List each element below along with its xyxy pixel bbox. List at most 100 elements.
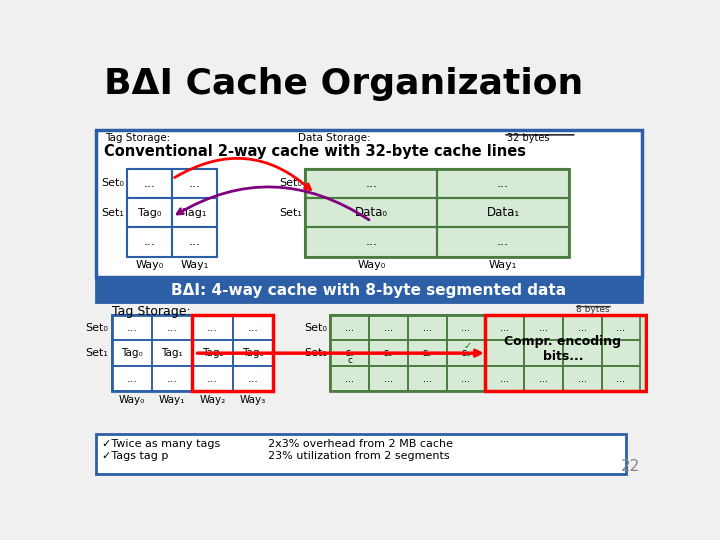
Text: ...: ... bbox=[127, 374, 138, 383]
Text: ...: ... bbox=[462, 323, 470, 333]
Bar bbox=[524, 366, 563, 391]
Text: ...: ... bbox=[500, 374, 509, 383]
Bar bbox=[192, 315, 233, 340]
Bar bbox=[233, 340, 273, 366]
Text: ...: ... bbox=[247, 374, 258, 383]
Text: Way₃: Way₃ bbox=[240, 395, 266, 405]
Text: Way₁: Way₁ bbox=[181, 260, 209, 271]
Text: Set₁: Set₁ bbox=[86, 348, 109, 358]
Text: ...: ... bbox=[144, 177, 156, 190]
Bar bbox=[112, 315, 152, 340]
Text: ✓Tags tag p: ✓Tags tag p bbox=[102, 451, 168, 461]
Text: Set₀: Set₀ bbox=[86, 323, 109, 333]
Bar bbox=[446, 366, 485, 391]
Text: Set₀: Set₀ bbox=[102, 178, 124, 188]
Text: Conventional 2-way cache with 32-byte cache lines: Conventional 2-way cache with 32-byte ca… bbox=[104, 144, 526, 159]
Bar bbox=[172, 227, 217, 256]
Bar bbox=[96, 434, 626, 475]
Text: s₁: s₁ bbox=[384, 348, 393, 358]
Bar bbox=[330, 340, 369, 366]
Bar bbox=[330, 315, 369, 340]
Text: Data₀: Data₀ bbox=[355, 206, 388, 219]
Bar bbox=[127, 198, 172, 227]
Text: ...: ... bbox=[497, 235, 509, 248]
Bar bbox=[408, 315, 446, 340]
Bar bbox=[446, 315, 485, 340]
Bar bbox=[112, 366, 152, 391]
Text: Set₁: Set₁ bbox=[102, 208, 124, 218]
Bar bbox=[305, 198, 437, 227]
Bar bbox=[563, 366, 601, 391]
Text: ...: ... bbox=[384, 374, 393, 383]
Bar bbox=[152, 366, 192, 391]
Text: ...: ... bbox=[365, 177, 377, 190]
Bar bbox=[127, 227, 172, 256]
Bar bbox=[437, 227, 569, 256]
Text: s₂: s₂ bbox=[423, 348, 431, 358]
Text: ...: ... bbox=[497, 177, 509, 190]
Text: Data₁: Data₁ bbox=[487, 206, 520, 219]
Text: ...: ... bbox=[247, 323, 258, 333]
Text: Tag₂: Tag₂ bbox=[202, 348, 223, 358]
Bar bbox=[233, 366, 273, 391]
Bar bbox=[446, 340, 485, 366]
Bar bbox=[485, 315, 647, 392]
Text: Tag₀: Tag₀ bbox=[138, 208, 161, 218]
Bar bbox=[152, 315, 192, 340]
Text: ✓Twice as many tags: ✓Twice as many tags bbox=[102, 439, 220, 449]
Text: Set₀: Set₀ bbox=[305, 323, 327, 333]
Bar bbox=[330, 315, 647, 392]
Bar bbox=[192, 340, 233, 366]
Bar bbox=[192, 315, 273, 392]
Text: Set₁: Set₁ bbox=[305, 348, 327, 358]
Text: ...: ... bbox=[423, 323, 431, 333]
Text: 2x3% overhead from 2 MB cache: 2x3% overhead from 2 MB cache bbox=[269, 439, 454, 449]
Bar bbox=[152, 340, 192, 366]
Text: ...: ... bbox=[189, 177, 201, 190]
Text: ...: ... bbox=[577, 374, 587, 383]
Text: ...: ... bbox=[167, 374, 178, 383]
Bar bbox=[305, 227, 437, 256]
Text: Set₁: Set₁ bbox=[279, 208, 302, 218]
Bar bbox=[601, 340, 640, 366]
Text: ...: ... bbox=[616, 323, 626, 333]
Bar bbox=[305, 168, 569, 256]
Text: Set₀: Set₀ bbox=[279, 178, 302, 188]
Bar bbox=[127, 168, 172, 198]
Text: Tag₀: Tag₀ bbox=[121, 348, 143, 358]
Text: ...: ... bbox=[207, 374, 218, 383]
Text: ...: ... bbox=[144, 235, 156, 248]
Text: s₀: s₀ bbox=[345, 348, 354, 358]
Text: s₃: s₃ bbox=[462, 348, 470, 358]
Text: ...: ... bbox=[189, 235, 201, 248]
Text: Tag₃: Tag₃ bbox=[242, 348, 264, 358]
Text: ✓: ✓ bbox=[464, 341, 472, 350]
Bar bbox=[330, 366, 369, 391]
Text: Way₁: Way₁ bbox=[159, 395, 185, 405]
Text: Data Storage:: Data Storage: bbox=[297, 133, 370, 143]
Bar bbox=[112, 340, 152, 366]
Text: Compr. encoding
bits...: Compr. encoding bits... bbox=[504, 335, 621, 363]
Text: 23% utilization from 2 segments: 23% utilization from 2 segments bbox=[269, 451, 450, 461]
Text: ...: ... bbox=[207, 323, 218, 333]
Bar bbox=[369, 366, 408, 391]
Text: ...: ... bbox=[365, 235, 377, 248]
Text: ...: ... bbox=[345, 374, 354, 383]
Text: ...: ... bbox=[423, 374, 431, 383]
Bar bbox=[563, 340, 601, 366]
Bar bbox=[369, 315, 408, 340]
Bar bbox=[233, 315, 273, 340]
Text: Tag₁: Tag₁ bbox=[161, 348, 183, 358]
Text: ...: ... bbox=[500, 323, 509, 333]
Bar bbox=[485, 315, 524, 340]
Text: ...: ... bbox=[616, 374, 626, 383]
Bar bbox=[601, 366, 640, 391]
Bar bbox=[369, 340, 408, 366]
Text: Way₂: Way₂ bbox=[199, 395, 225, 405]
Text: Tag Storage:: Tag Storage: bbox=[112, 305, 191, 318]
Text: ...: ... bbox=[127, 323, 138, 333]
Bar bbox=[172, 168, 217, 198]
Text: BΔI Cache Organization: BΔI Cache Organization bbox=[104, 67, 583, 101]
Text: ...: ... bbox=[167, 323, 178, 333]
Bar bbox=[96, 130, 642, 276]
